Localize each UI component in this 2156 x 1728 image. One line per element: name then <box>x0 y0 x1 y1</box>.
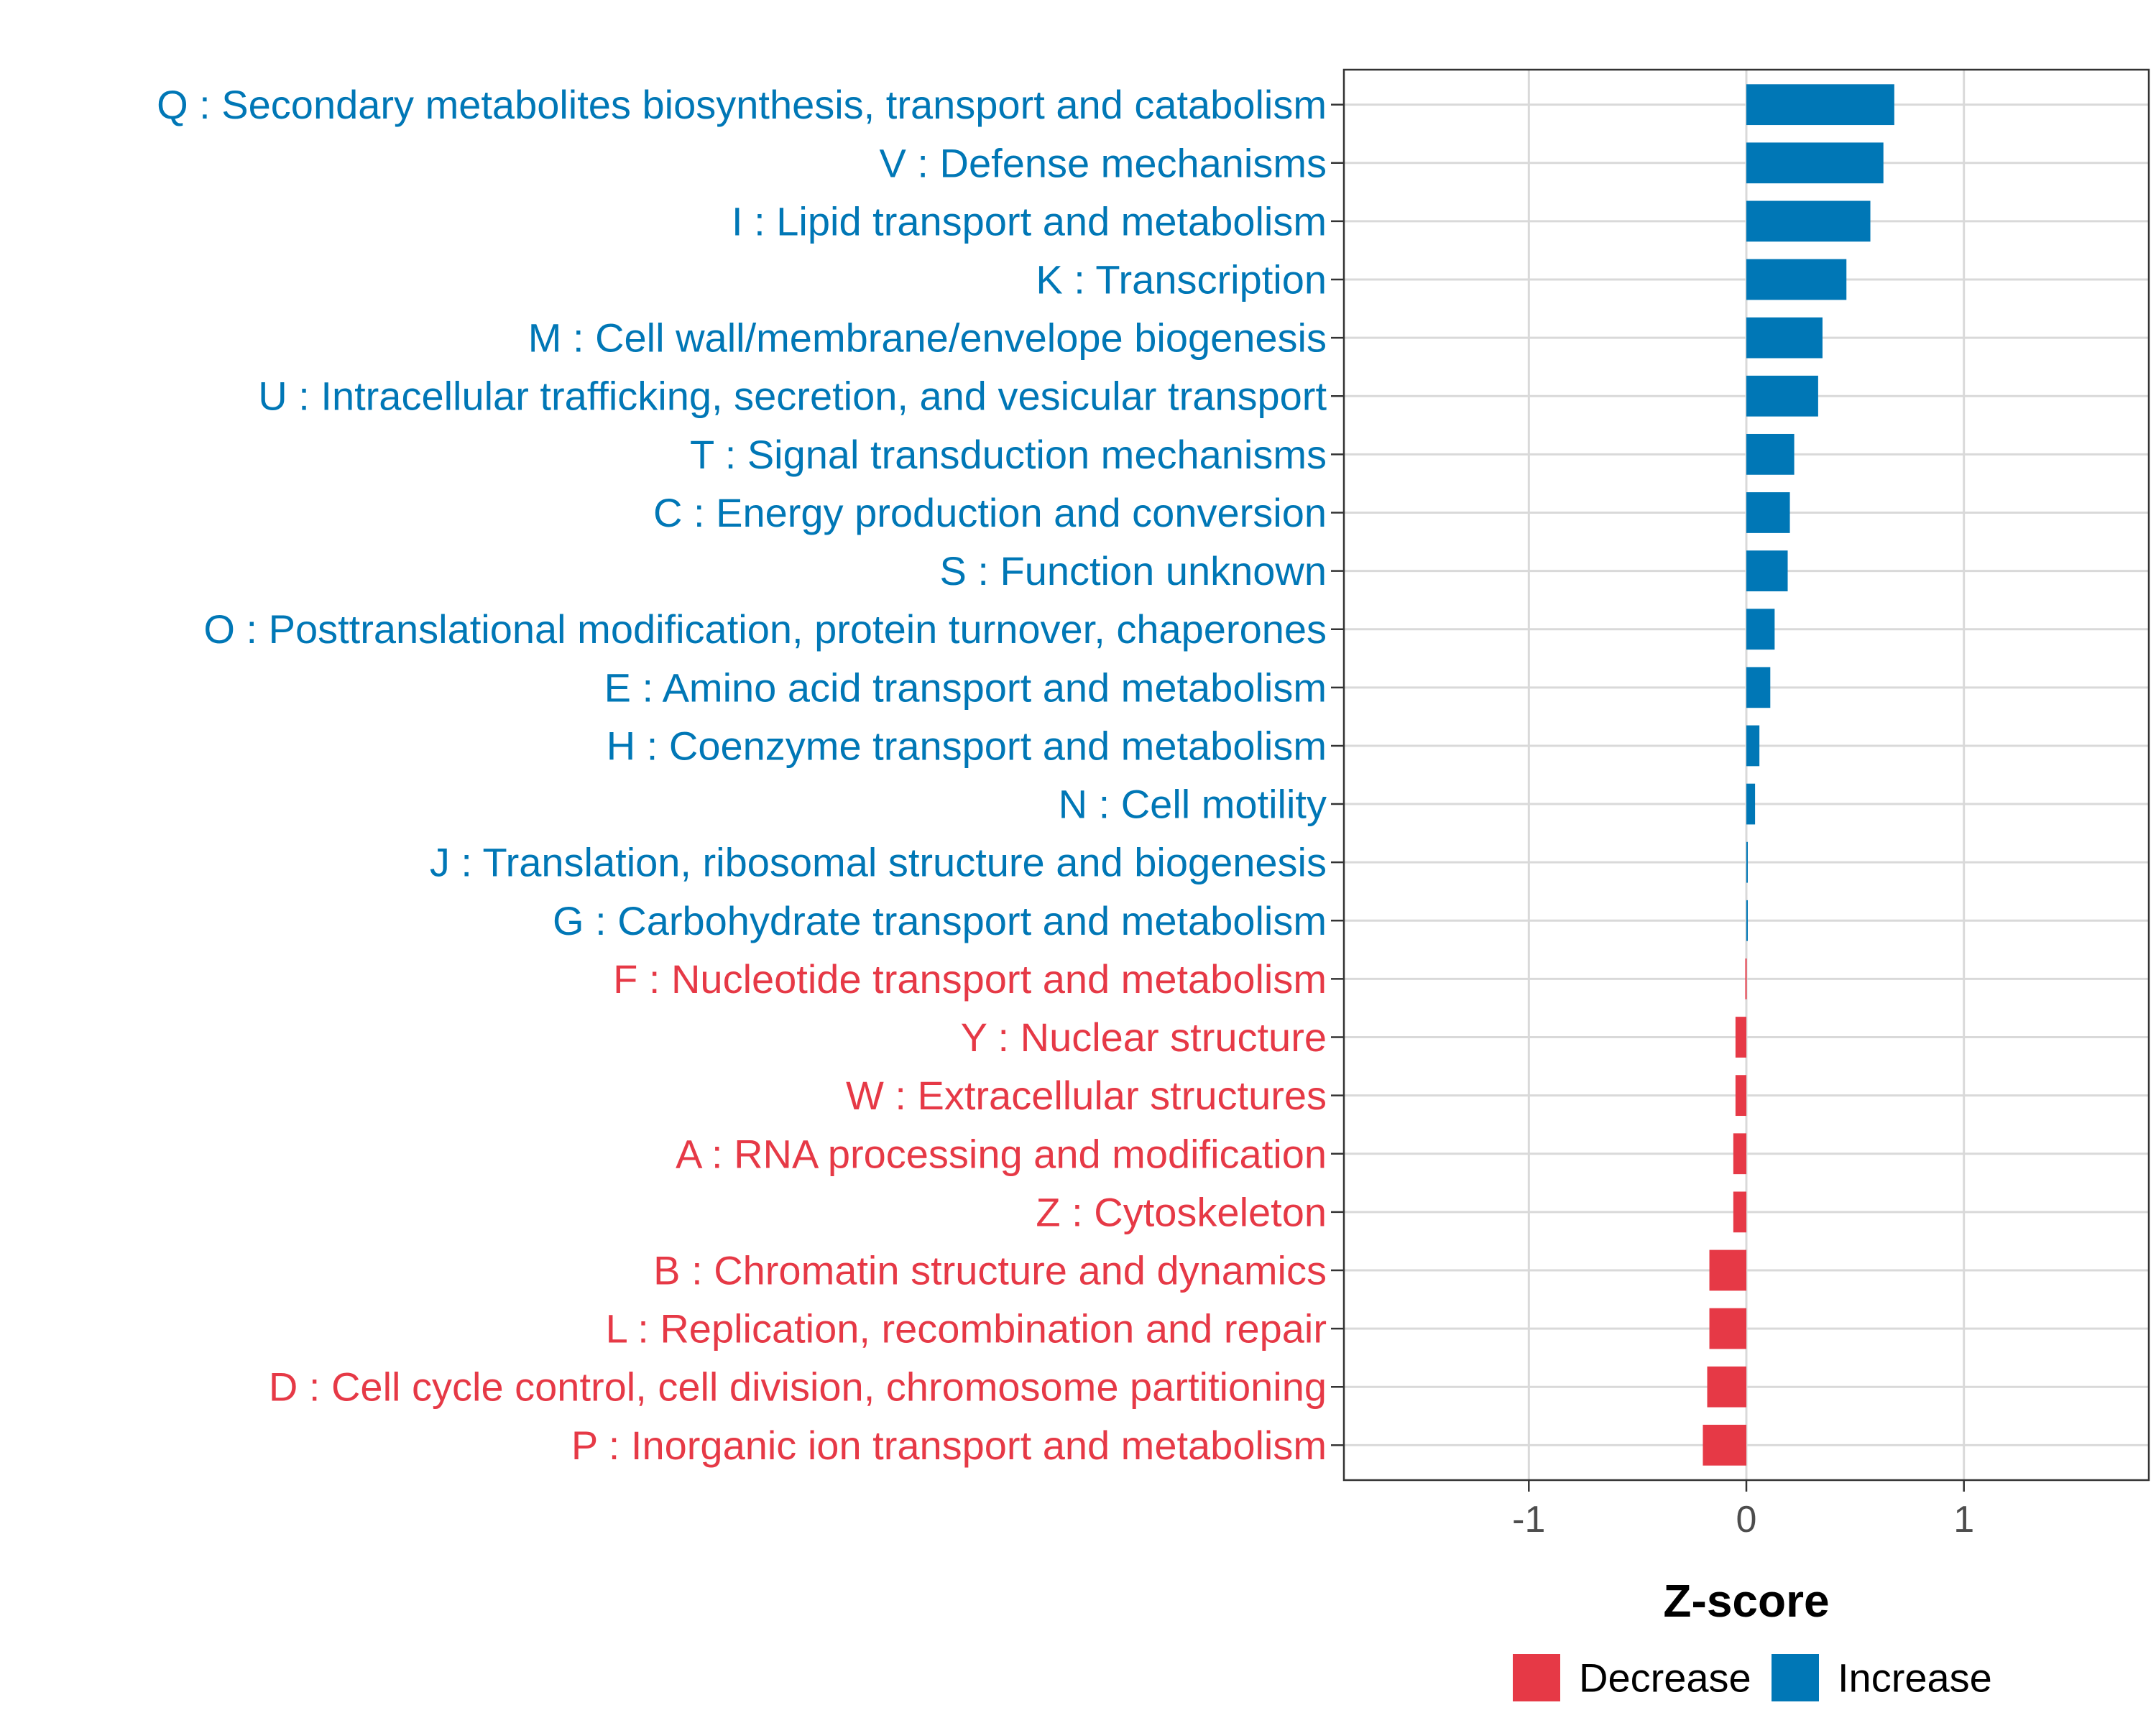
y-tick-label: Z : Cytoskeleton <box>1036 1189 1327 1234</box>
bar <box>1746 375 1818 417</box>
y-tick-label: Q : Secondary metabolites biosynthesis, … <box>157 82 1327 127</box>
y-tick-label: A : RNA processing and modification <box>676 1131 1327 1176</box>
x-tick-label: -1 <box>1512 1499 1545 1540</box>
bar <box>1746 142 1884 184</box>
y-axis-ticks: Q : Secondary metabolites biosynthesis, … <box>157 82 1344 1468</box>
bar <box>1703 1424 1746 1466</box>
bar <box>1746 200 1871 242</box>
y-tick-label: M : Cell wall/membrane/envelope biogenes… <box>528 315 1327 361</box>
legend-label-increase: Increase <box>1838 1655 1992 1701</box>
y-tick-label: H : Coenzyme transport and metabolism <box>607 723 1327 768</box>
y-tick-label: U : Intracellular trafficking, secretion… <box>258 374 1327 419</box>
y-tick-label: L : Replication, recombination and repai… <box>606 1306 1327 1352</box>
bar <box>1735 1075 1746 1117</box>
x-tick-label: 1 <box>1953 1499 1974 1540</box>
y-tick-label: T : Signal transduction mechanisms <box>690 432 1327 477</box>
y-tick-label: Y : Nuclear structure <box>961 1015 1327 1060</box>
bar <box>1707 1366 1746 1408</box>
bar <box>1746 84 1894 126</box>
y-tick-label: P : Inorganic ion transport and metaboli… <box>571 1423 1327 1468</box>
y-tick-label: J : Translation, ribosomal structure and… <box>430 840 1327 885</box>
bar <box>1746 550 1788 591</box>
y-tick-label: D : Cell cycle control, cell division, c… <box>269 1364 1327 1410</box>
legend: Decrease Increase <box>1513 1654 1992 1701</box>
bar <box>1746 317 1823 359</box>
bar <box>1746 725 1760 767</box>
bar <box>1746 492 1790 533</box>
bar <box>1746 609 1775 650</box>
y-tick-label: N : Cell motility <box>1059 782 1327 827</box>
bar <box>1746 667 1771 708</box>
bar <box>1709 1308 1746 1349</box>
legend-key-increase <box>1772 1654 1819 1701</box>
y-tick-label: G : Carbohydrate transport and metabolis… <box>553 898 1327 943</box>
bar-layer <box>1703 84 1894 1466</box>
bar <box>1733 1191 1746 1233</box>
bar <box>1746 900 1748 941</box>
legend-label-decrease: Decrease <box>1579 1655 1751 1701</box>
bar <box>1746 433 1795 475</box>
y-tick-label: S : Function unknown <box>939 548 1327 593</box>
y-tick-label: K : Transcription <box>1036 257 1327 302</box>
y-tick-label: F : Nucleotide transport and metabolism <box>613 956 1327 1002</box>
bar <box>1745 958 1747 999</box>
bar <box>1735 1017 1746 1058</box>
y-tick-label: B : Chromatin structure and dynamics <box>653 1247 1327 1293</box>
x-tick-label: 0 <box>1736 1499 1757 1540</box>
bar <box>1709 1249 1746 1291</box>
y-tick-label: C : Energy production and conversion <box>653 490 1327 535</box>
x-axis-title: Z-score <box>1663 1575 1829 1627</box>
bar <box>1733 1133 1746 1175</box>
y-tick-label: O : Posttranslational modification, prot… <box>203 606 1327 652</box>
y-tick-label: E : Amino acid transport and metabolism <box>604 665 1327 710</box>
legend-key-decrease <box>1513 1654 1560 1701</box>
y-tick-label: I : Lipid transport and metabolism <box>732 198 1327 244</box>
y-tick-label: W : Extracellular structures <box>846 1073 1327 1118</box>
x-axis-ticks: -1 0 1 <box>1512 1480 1974 1540</box>
y-tick-label: V : Defense mechanisms <box>880 140 1327 185</box>
bar <box>1746 841 1748 883</box>
bar <box>1746 259 1847 300</box>
bar <box>1746 783 1756 825</box>
